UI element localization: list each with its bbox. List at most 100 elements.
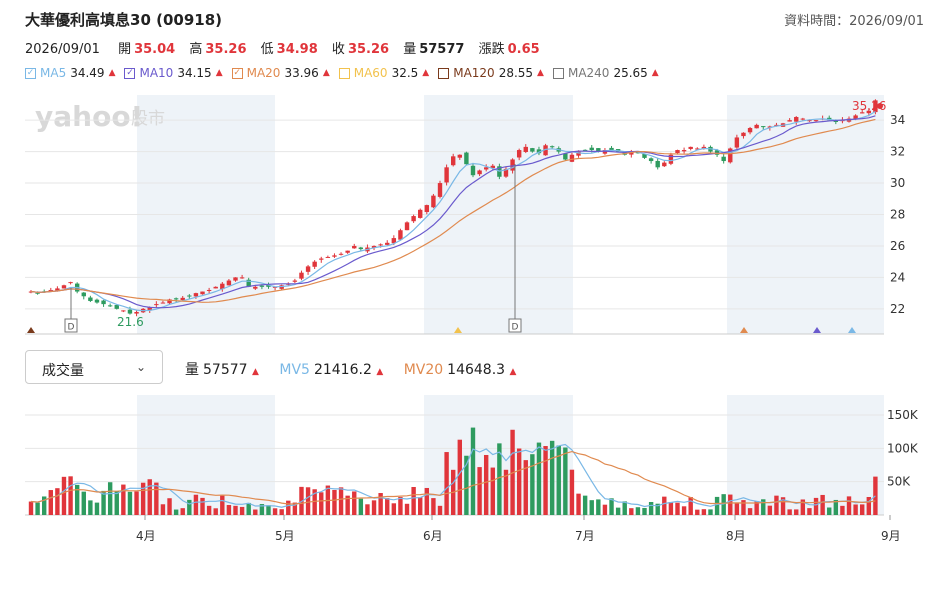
candle-body (378, 244, 383, 246)
indicator-select-label: 成交量 (42, 363, 84, 379)
up-triangle-icon: ▲ (422, 68, 430, 78)
volume-bar (629, 508, 634, 515)
checkbox-checked-icon[interactable]: ✓ (231, 67, 243, 79)
change-value: 0.65 (507, 42, 540, 57)
candle-body (602, 150, 608, 154)
volume-value: 57577 (419, 42, 465, 57)
volume-bar (681, 506, 687, 515)
checkbox-icon[interactable] (552, 67, 564, 79)
volume-bar (246, 502, 251, 515)
volume-bar (404, 503, 410, 515)
candle-body (477, 170, 482, 175)
legend-item-ma5[interactable]: ✓ MA5 34.49 ▲ (25, 66, 115, 80)
legend-item-ma20[interactable]: ✓ MA20 33.96 ▲ (231, 66, 330, 80)
candle-body (734, 137, 740, 148)
candle-body (68, 282, 73, 284)
volume-bar (747, 508, 753, 515)
candle-body (253, 286, 258, 289)
signal-triangle-icon (848, 327, 856, 333)
checkbox-icon[interactable] (438, 67, 450, 79)
volume-bar (140, 482, 146, 515)
up-triangle-icon: ▲ (509, 367, 517, 377)
volume-bar (794, 509, 799, 515)
candle-body (721, 156, 726, 162)
candle-body (259, 285, 265, 287)
low-label: 低 (260, 42, 274, 57)
indicator-select[interactable]: 成交量 ⌄ (25, 350, 163, 384)
volume-bar (569, 469, 575, 515)
volume-bar (662, 496, 667, 515)
volume-bar (253, 509, 258, 515)
legend-item-ma240[interactable]: MA240 25.65 ▲ (552, 66, 659, 80)
volume-bar (418, 497, 423, 515)
volume-bar (233, 505, 238, 515)
candle-body (338, 253, 344, 255)
candle-body (160, 302, 166, 304)
signal-triangle-icon (813, 327, 821, 333)
legend-item-ma10[interactable]: ✓ MA10 34.15 ▲ (124, 66, 223, 80)
candle-body (391, 238, 397, 244)
legend-label: MA5 (40, 66, 67, 80)
ma5-line (30, 110, 876, 312)
checkbox-checked-icon[interactable]: ✓ (124, 67, 136, 79)
volume-bar (134, 491, 139, 515)
month-label: 6月 (423, 529, 443, 543)
candle-body (563, 153, 568, 160)
candle-body (246, 279, 251, 287)
up-triangle-icon: ▲ (376, 367, 384, 377)
candle-body (503, 168, 509, 177)
checkbox-icon[interactable] (338, 67, 350, 79)
signal-triangle-icon (454, 327, 462, 333)
legend-item-ma120[interactable]: MA120 28.55 ▲ (438, 66, 544, 80)
candle-body (88, 297, 93, 301)
volume-bar (780, 497, 786, 515)
dividend-marker: D (68, 323, 75, 333)
month-label: 7月 (575, 529, 595, 543)
candle-body (398, 230, 403, 240)
volume-info: 量 57577 ▲ MV5 21416.2 ▲ MV20 14648.3 ▲ (185, 359, 516, 379)
mv5-value: 21416.2 (313, 362, 372, 378)
volume-bar (668, 501, 674, 515)
checkbox-checked-icon[interactable]: ✓ (25, 67, 36, 79)
legend-label: MA20 (246, 66, 281, 80)
volume-bar (457, 439, 462, 515)
candle-body (385, 242, 390, 245)
volume-bar (866, 496, 872, 515)
candle-body (266, 284, 271, 287)
volume-bar (239, 506, 245, 515)
watermark-suffix: 股市 (131, 109, 165, 129)
candle-body (154, 304, 159, 306)
price-tick: 34 (890, 113, 905, 127)
volume-bar (761, 499, 766, 515)
volume-bar (840, 505, 845, 515)
quote-date: 2026/09/01 (25, 42, 100, 57)
volume-bar (800, 499, 806, 515)
legend-item-ma60[interactable]: MA60 32.5 ▲ (338, 66, 430, 80)
volume-bar (754, 501, 759, 515)
candle-body (451, 156, 456, 166)
volume-bar (200, 497, 205, 515)
volume-bar (688, 497, 693, 515)
volume-bar (286, 500, 291, 515)
volume-bar (741, 500, 746, 515)
close-value: 35.26 (347, 42, 390, 57)
volume-bar (675, 502, 680, 515)
price-tick: 28 (890, 208, 905, 222)
candle-body (688, 146, 693, 149)
volume-bar (543, 446, 548, 515)
candle-body (516, 150, 522, 158)
volume-bar (635, 507, 641, 515)
candle-body (431, 195, 436, 208)
volume-bar (167, 498, 172, 515)
volume-bar (61, 476, 67, 515)
candle-body (81, 292, 86, 297)
volume-bar (833, 499, 839, 515)
vol-label: 量 (185, 362, 199, 378)
candle-body (701, 146, 707, 149)
volume-bar (213, 508, 218, 515)
volume-bar (695, 509, 700, 515)
candle-body (536, 149, 542, 154)
signal-triangle-icon (740, 327, 748, 333)
volume-bar (549, 440, 555, 515)
